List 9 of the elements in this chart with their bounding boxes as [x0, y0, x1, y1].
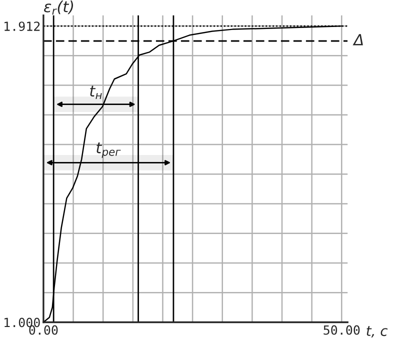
ref-line-label: Δ	[352, 34, 363, 46]
band-label: t$_{рег}$	[96, 142, 121, 158]
y-tick-label: 1.912	[4, 22, 40, 32]
x-tick-label: 50.00	[324, 325, 360, 335]
x-axis-title: t, c	[366, 326, 388, 338]
y-tick-label: 1.000	[4, 318, 40, 328]
band-label: t$_{н}$	[90, 86, 102, 99]
y-axis-title: ε$_{r}$(t)	[44, 0, 74, 15]
x-tick-label: 0.00	[29, 325, 58, 335]
